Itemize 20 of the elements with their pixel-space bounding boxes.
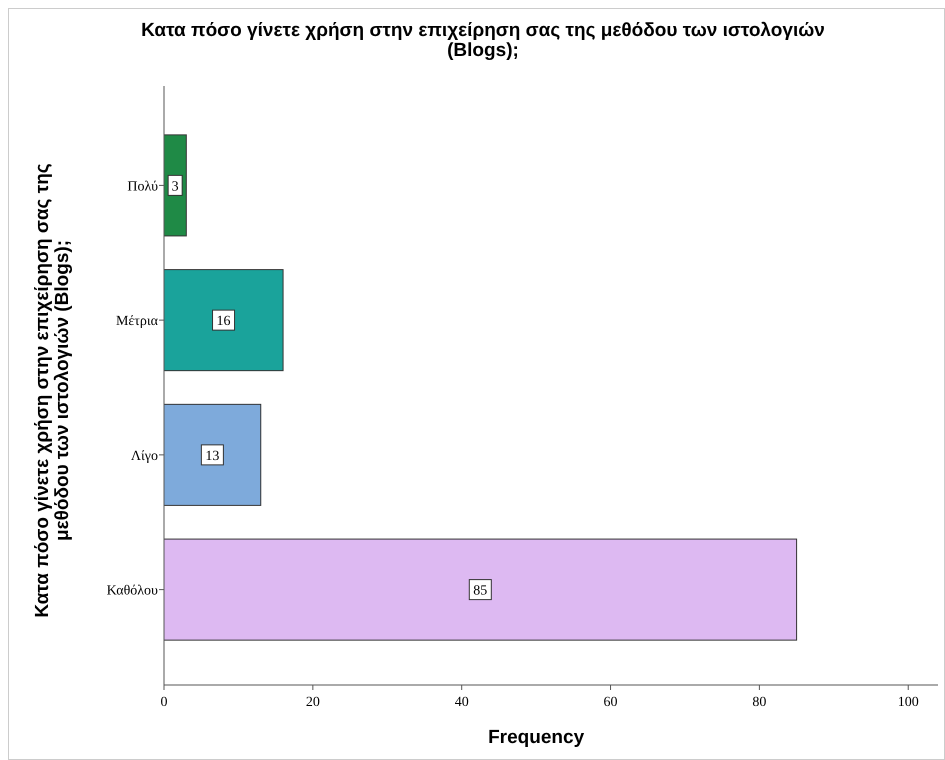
x-tick-label: 60 [604, 695, 618, 710]
data-label: 13 [205, 448, 220, 464]
y-tick-label: Καθόλου [106, 584, 158, 599]
data-label: 16 [216, 314, 231, 330]
chart-title: Κατα πόσο γίνετε χρήση στην επιχείρηση σας της μεθόδου των ιστολογιών (Blogs); [141, 20, 825, 61]
y-tick-label: Μέτρια [116, 314, 159, 330]
y-axis-title: Κατα πόσο γίνετε χρήση στην επιχείρηση σας της μεθόδου των ιστολογιών (Blogs); [32, 163, 73, 618]
y-tick-label: Λίγο [130, 448, 158, 464]
bar [164, 269, 284, 372]
data-label: 85 [473, 584, 488, 599]
x-tick-label: 100 [898, 695, 919, 710]
bar [164, 538, 798, 641]
x-tick-label: 40 [454, 695, 469, 710]
y-tick-label: Πολύ [127, 179, 158, 194]
x-tick-label: 20 [306, 695, 320, 710]
x-tick-label: 0 [160, 695, 168, 710]
x-axis-title: Frequency [488, 727, 585, 748]
x-tick-label: 80 [752, 695, 766, 710]
bar [164, 404, 262, 506]
data-label: 3 [172, 179, 179, 194]
